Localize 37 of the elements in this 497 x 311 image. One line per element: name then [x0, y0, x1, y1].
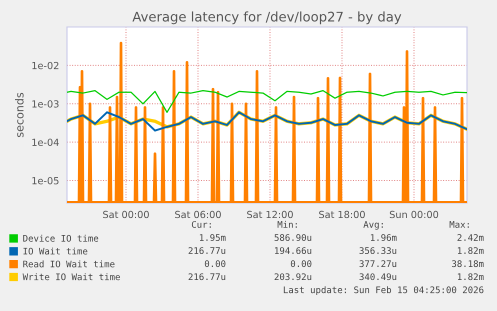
text: 586.90u [274, 234, 312, 241]
x-tick-label: Sat 12:00 [247, 210, 293, 218]
legend-label: IO Wait time [24, 248, 88, 255]
text: 194.66u [275, 247, 312, 254]
text: 216.77u [188, 247, 226, 254]
text: 0.00 [290, 260, 312, 268]
y-tick-label: 1e-02 [32, 62, 58, 70]
text: 1.96m [370, 234, 397, 241]
chart-title: Average latency for /dev/loop27 - by day [132, 11, 402, 24]
text: Max: [450, 221, 469, 228]
x-tick-label: Sun 00:00 [390, 210, 438, 218]
text: 1.82m [458, 247, 484, 254]
text: 356.33u [360, 247, 396, 254]
text: Last update: Sun Feb 15 04:25:00 2026 [284, 286, 484, 295]
text: 0.00 [204, 260, 226, 268]
x-tick-label: Sat 06:00 [175, 210, 221, 218]
legend-label: Write IO Wait time [22, 273, 120, 280]
text: 377.27u [360, 260, 396, 268]
y-axis-title: seconds [15, 92, 24, 138]
y-tick-label: 1e-04 [32, 138, 59, 146]
legend-label: Device IO time [23, 234, 98, 242]
text: 340.49u [360, 273, 396, 280]
text: 216.77u [188, 273, 226, 280]
x-tick-label: Sat 00:00 [103, 210, 149, 218]
line-series [67, 90, 467, 113]
y-tick-label: 1e-03 [32, 100, 59, 108]
text: 2.42m [457, 234, 484, 241]
text: Cur: [192, 221, 211, 228]
text: Min: [278, 220, 297, 228]
text: 1.82m [458, 273, 484, 280]
legend-label: Read IO Wait time [23, 260, 115, 268]
y-tick-label: 1e-05 [32, 177, 59, 184]
text: 203.92u [274, 273, 312, 280]
text: Avg: [363, 221, 383, 230]
text: 38.18m [452, 260, 484, 268]
text: 1.95m [200, 234, 226, 241]
x-tick-label: Sat 18:00 [319, 210, 365, 218]
